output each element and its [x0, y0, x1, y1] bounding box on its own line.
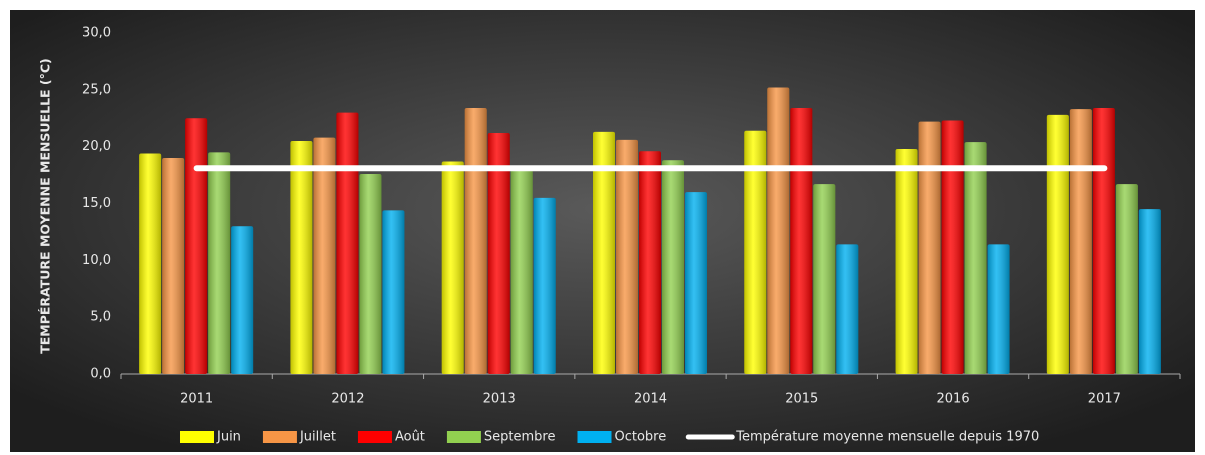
bar-shade — [1138, 209, 1161, 374]
bar-shade — [359, 173, 382, 374]
y-tick-label: 0,0 — [90, 367, 111, 382]
bar-shade — [1069, 109, 1092, 374]
bar-shade — [162, 158, 185, 374]
legend-label: Juin — [216, 430, 241, 445]
bar-shade — [290, 140, 313, 374]
bar-shade — [790, 108, 813, 375]
bar-shade — [208, 152, 231, 374]
bar-shade — [510, 169, 533, 374]
y-tick-label: 5,0 — [90, 310, 111, 325]
y-tick-label: 10,0 — [82, 253, 111, 268]
bar-shade — [987, 244, 1010, 374]
bar-shade — [313, 137, 336, 374]
bar-shade — [487, 133, 510, 374]
legend-label: Température moyenne mensuelle depuis 197… — [735, 430, 1039, 445]
x-tick-label: 2016 — [937, 392, 970, 407]
x-tick-label: 2012 — [331, 392, 364, 407]
bar-shade — [964, 142, 987, 374]
x-tick-label: 2013 — [483, 392, 516, 407]
x-tick-label: 2014 — [634, 392, 667, 407]
legend-swatch — [446, 431, 481, 443]
bar-shade — [616, 139, 638, 374]
bar-shade — [918, 121, 941, 374]
bar-shade — [744, 130, 767, 374]
bar-shade — [441, 161, 464, 374]
legend-label: Juillet — [299, 430, 336, 445]
legend-label: Septembre — [484, 430, 556, 445]
bar-shade — [895, 148, 918, 374]
bar-shade — [336, 112, 359, 375]
y-tick-label: 15,0 — [82, 196, 111, 211]
x-tick-label: 2015 — [785, 392, 818, 407]
bar-shade — [139, 153, 162, 374]
legend-label: Août — [395, 430, 425, 445]
bar-shade — [836, 244, 859, 374]
y-axis-title: TEMPÉRATURE MOYENNE MENSUELLE (°C) — [38, 58, 53, 354]
bar-shade — [662, 160, 684, 374]
bar-shade — [185, 118, 208, 374]
legend-swatch — [262, 431, 297, 443]
bar-shade — [231, 226, 254, 374]
bar-shade — [464, 108, 487, 375]
bar-shade — [685, 192, 707, 374]
bar-shade — [941, 120, 964, 374]
bar-shade — [1092, 108, 1115, 375]
bar-shade — [533, 197, 556, 374]
bar-shade — [382, 210, 405, 374]
bar-shade — [813, 184, 836, 374]
bar-shade — [767, 87, 790, 374]
x-tick-label: 2011 — [180, 392, 213, 407]
bar-shade — [593, 131, 615, 374]
bar-shade — [639, 151, 661, 374]
bar-shade — [1046, 114, 1069, 374]
x-tick-label: 2017 — [1088, 392, 1121, 407]
legend-swatch — [180, 431, 214, 443]
y-tick-label: 25,0 — [82, 82, 111, 97]
y-tick-label: 20,0 — [82, 139, 111, 154]
y-tick-label: 30,0 — [82, 26, 111, 41]
bar-shade — [1115, 184, 1138, 374]
legend-swatch — [357, 431, 392, 443]
legend-label: Octobre — [615, 430, 667, 445]
legend-swatch — [577, 431, 612, 443]
